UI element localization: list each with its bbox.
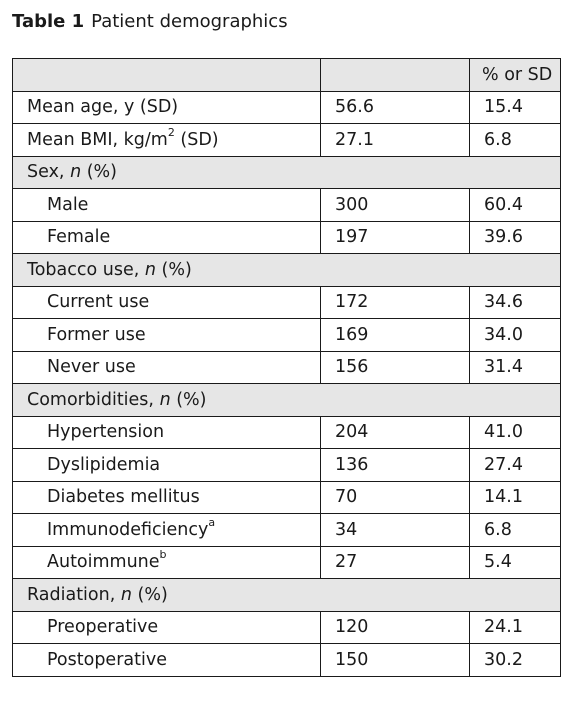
header-row: % or SD	[12, 58, 561, 92]
label-text: (%)	[170, 389, 207, 410]
row-value: 156	[320, 350, 470, 384]
footnote-marker: b	[159, 548, 167, 562]
section-row: Tobacco use, n (%)	[12, 253, 561, 287]
row-label: Immunodeficiencya	[12, 513, 321, 547]
section-label: Radiation, n (%)	[12, 578, 561, 612]
table-row: Male 300 60.4	[12, 188, 561, 222]
table-row: Former use 169 34.0	[12, 318, 561, 352]
table-row: Current use 172 34.6	[12, 285, 561, 319]
section-row: Comorbidities, n (%)	[12, 383, 561, 417]
italic-n: n	[120, 584, 132, 605]
italic-n: n	[159, 389, 171, 410]
superscript: 2	[167, 125, 175, 139]
row-label: Mean BMI, kg/m2 (SD)	[12, 123, 321, 157]
row-label: Never use	[12, 350, 321, 384]
header-cell-value	[320, 58, 470, 92]
row-pct: 30.2	[469, 643, 561, 677]
table-row: Female 197 39.6	[12, 220, 561, 254]
label-text: Radiation,	[27, 584, 121, 605]
label-text: Mean BMI, kg/m	[27, 129, 168, 150]
label-text: Immunodeficiency	[47, 519, 209, 540]
row-value: 34	[320, 513, 470, 547]
table-row: Never use 156 31.4	[12, 350, 561, 384]
section-label: Tobacco use, n (%)	[12, 253, 561, 287]
label-text: (SD)	[174, 129, 219, 150]
label-text: (%)	[131, 584, 168, 605]
row-pct: 5.4	[469, 545, 561, 579]
row-pct: 27.4	[469, 448, 561, 482]
demographics-table: % or SD Mean age, y (SD) 56.6 15.4 Mean …	[12, 58, 561, 677]
header-cell-label	[12, 58, 321, 92]
table-row: Immunodeficiencya 34 6.8	[12, 513, 561, 547]
row-value: 197	[320, 220, 470, 254]
row-label: Male	[12, 188, 321, 222]
row-pct: 6.8	[469, 513, 561, 547]
italic-n: n	[70, 162, 82, 183]
table-row: Mean age, y (SD) 56.6 15.4	[12, 90, 561, 124]
row-pct: 39.6	[469, 220, 561, 254]
row-pct: 60.4	[469, 188, 561, 222]
label-text: Tobacco use,	[27, 259, 145, 280]
label-text: Comorbidities,	[27, 389, 160, 410]
row-pct: 6.8	[469, 123, 561, 157]
table-row: Mean BMI, kg/m2 (SD) 27.1 6.8	[12, 123, 561, 157]
row-value: 169	[320, 318, 470, 352]
table-row: Autoimmuneb 27 5.4	[12, 545, 561, 579]
label-text: (%)	[155, 259, 192, 280]
row-label: Hypertension	[12, 415, 321, 449]
row-label: Current use	[12, 285, 321, 319]
row-value: 150	[320, 643, 470, 677]
row-label: Mean age, y (SD)	[12, 90, 321, 124]
label-text: Autoimmune	[47, 552, 160, 573]
row-value: 136	[320, 448, 470, 482]
section-row: Sex, n (%)	[12, 155, 561, 189]
table-row: Hypertension 204 41.0	[12, 415, 561, 449]
row-pct: 34.6	[469, 285, 561, 319]
row-value: 56.6	[320, 90, 470, 124]
label-text: (%)	[81, 162, 118, 183]
row-value: 27.1	[320, 123, 470, 157]
row-value: 120	[320, 610, 470, 644]
row-pct: 24.1	[469, 610, 561, 644]
label-text: Sex,	[27, 162, 71, 183]
row-value: 27	[320, 545, 470, 579]
row-value: 172	[320, 285, 470, 319]
row-pct: 34.0	[469, 318, 561, 352]
row-value: 204	[320, 415, 470, 449]
table-row: Dyslipidemia 136 27.4	[12, 448, 561, 482]
row-pct: 31.4	[469, 350, 561, 384]
row-label: Postoperative	[12, 643, 321, 677]
table-number: Table 1	[12, 11, 85, 32]
section-label: Sex, n (%)	[12, 155, 561, 189]
row-label: Diabetes mellitus	[12, 480, 321, 514]
header-cell-pct: % or SD	[469, 58, 561, 92]
section-row: Radiation, n (%)	[12, 578, 561, 612]
row-pct: 14.1	[469, 480, 561, 514]
table-caption: Table 1 Patient demographics	[12, 9, 288, 35]
row-pct: 41.0	[469, 415, 561, 449]
row-label: Dyslipidemia	[12, 448, 321, 482]
row-value: 70	[320, 480, 470, 514]
row-label: Autoimmuneb	[12, 545, 321, 579]
footnote-marker: a	[208, 515, 216, 529]
table-row: Diabetes mellitus 70 14.1	[12, 480, 561, 514]
row-label: Former use	[12, 318, 321, 352]
table-title: Patient demographics	[91, 11, 288, 32]
row-pct: 15.4	[469, 90, 561, 124]
table-row: Preoperative 120 24.1	[12, 610, 561, 644]
italic-n: n	[144, 259, 156, 280]
table-row: Postoperative 150 30.2	[12, 643, 561, 677]
row-label: Female	[12, 220, 321, 254]
section-label: Comorbidities, n (%)	[12, 383, 561, 417]
row-label: Preoperative	[12, 610, 321, 644]
row-value: 300	[320, 188, 470, 222]
